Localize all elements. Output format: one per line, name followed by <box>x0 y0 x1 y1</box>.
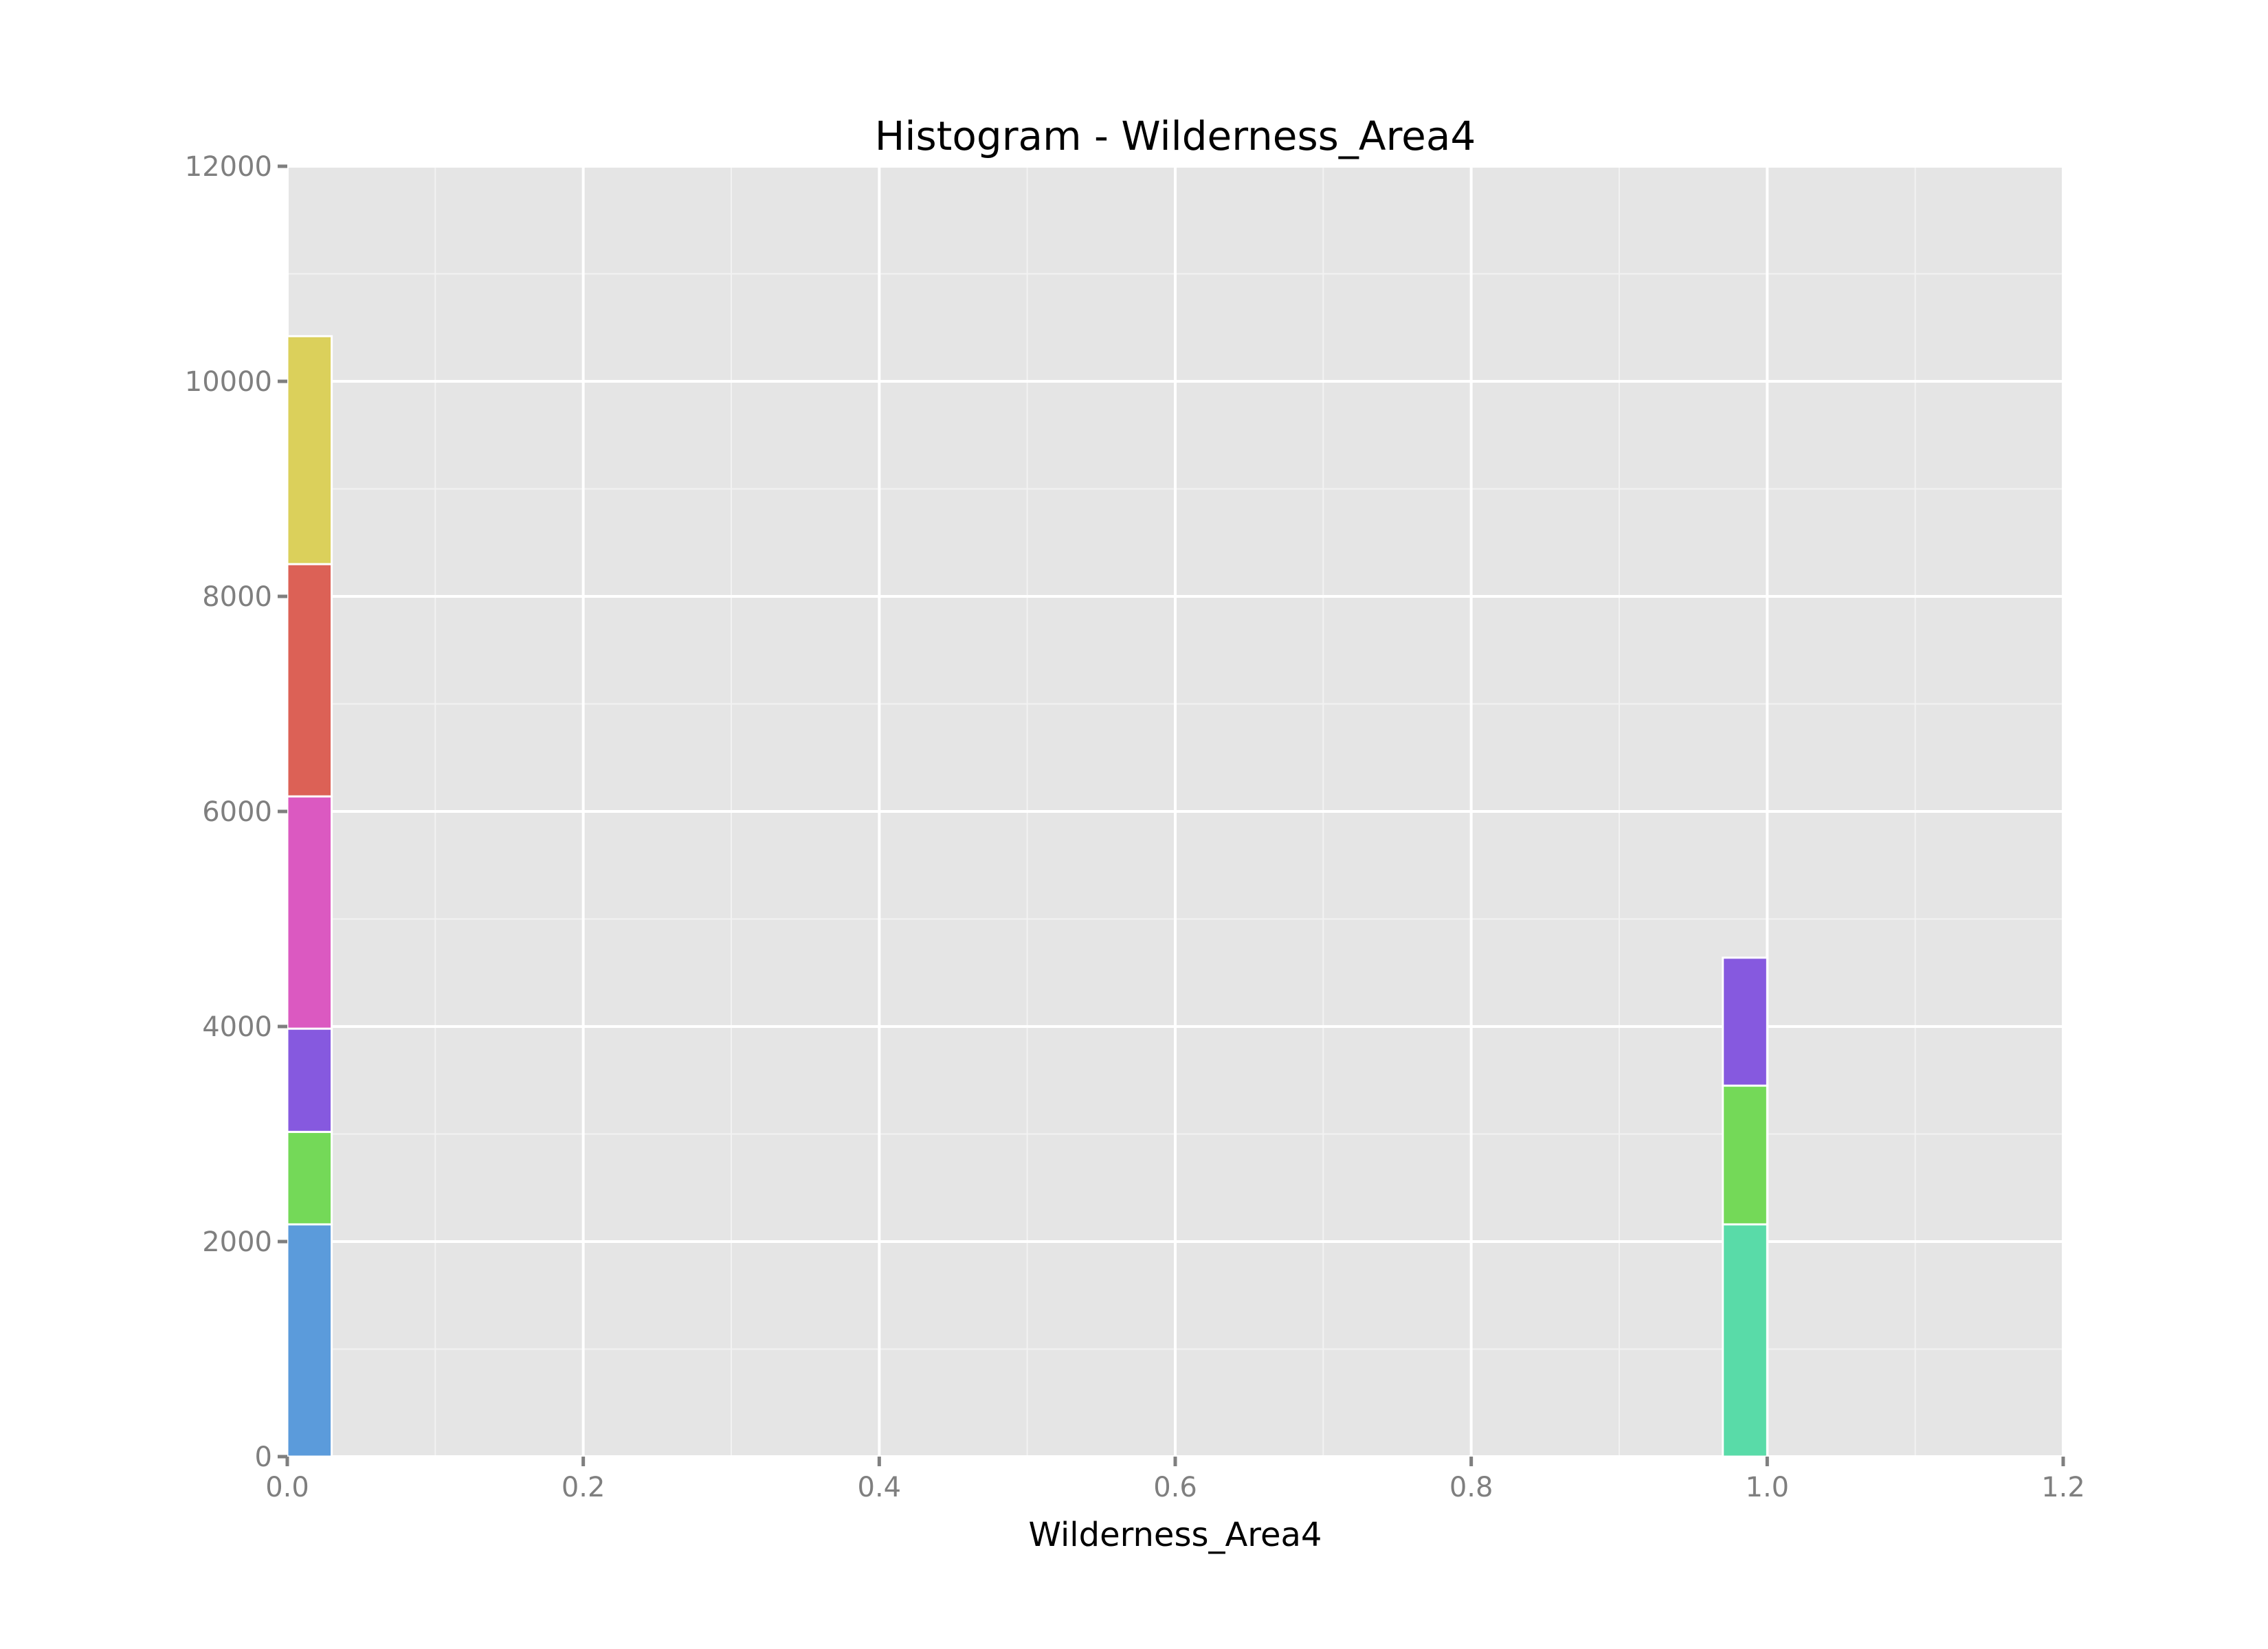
chart-title: Histogram - Wilderness_Area4 <box>875 113 1476 159</box>
histogram-bar-segment <box>286 1130 333 1226</box>
histogram-bar-segment <box>286 563 333 798</box>
x-tick-labels: 0.0 0.2 0.4 0.6 0.8 1.0 1.2 <box>265 1472 2085 1503</box>
histogram-bar-segment <box>1722 956 1768 1087</box>
x-tick-label: 1.0 <box>1746 1472 1790 1503</box>
x-tick-label: 0.0 <box>265 1472 309 1503</box>
histogram-bar-segment <box>286 1223 333 1458</box>
y-tick-label: 4000 <box>202 1011 272 1043</box>
axis-ticks <box>278 164 2065 1466</box>
x-tick-label: 0.8 <box>1449 1472 1493 1503</box>
y-tick-label: 0 <box>255 1442 272 1473</box>
histogram-bars <box>286 335 1768 1458</box>
y-tick-label: 12000 <box>185 151 272 183</box>
histogram-bar-segment <box>1722 1084 1768 1226</box>
histogram-bar-segment <box>286 335 333 565</box>
y-tick-label: 10000 <box>185 366 272 398</box>
x-tick-label: 1.2 <box>2041 1472 2085 1503</box>
x-axis-label: Wilderness_Area4 <box>1029 1516 1322 1554</box>
y-tick-label: 6000 <box>202 796 272 828</box>
x-tick-label: 0.6 <box>1153 1472 1197 1503</box>
histogram-bar-segment <box>1722 1223 1768 1458</box>
y-tick-label: 8000 <box>202 581 272 613</box>
x-tick-label: 0.2 <box>562 1472 605 1503</box>
histogram-bar-segment <box>286 795 333 1030</box>
x-tick-label: 0.4 <box>858 1472 902 1503</box>
y-tick-labels: 0 2000 4000 6000 8000 10000 12000 <box>185 151 272 1473</box>
histogram-bar-segment <box>286 1027 333 1133</box>
y-tick-label: 2000 <box>202 1226 272 1258</box>
